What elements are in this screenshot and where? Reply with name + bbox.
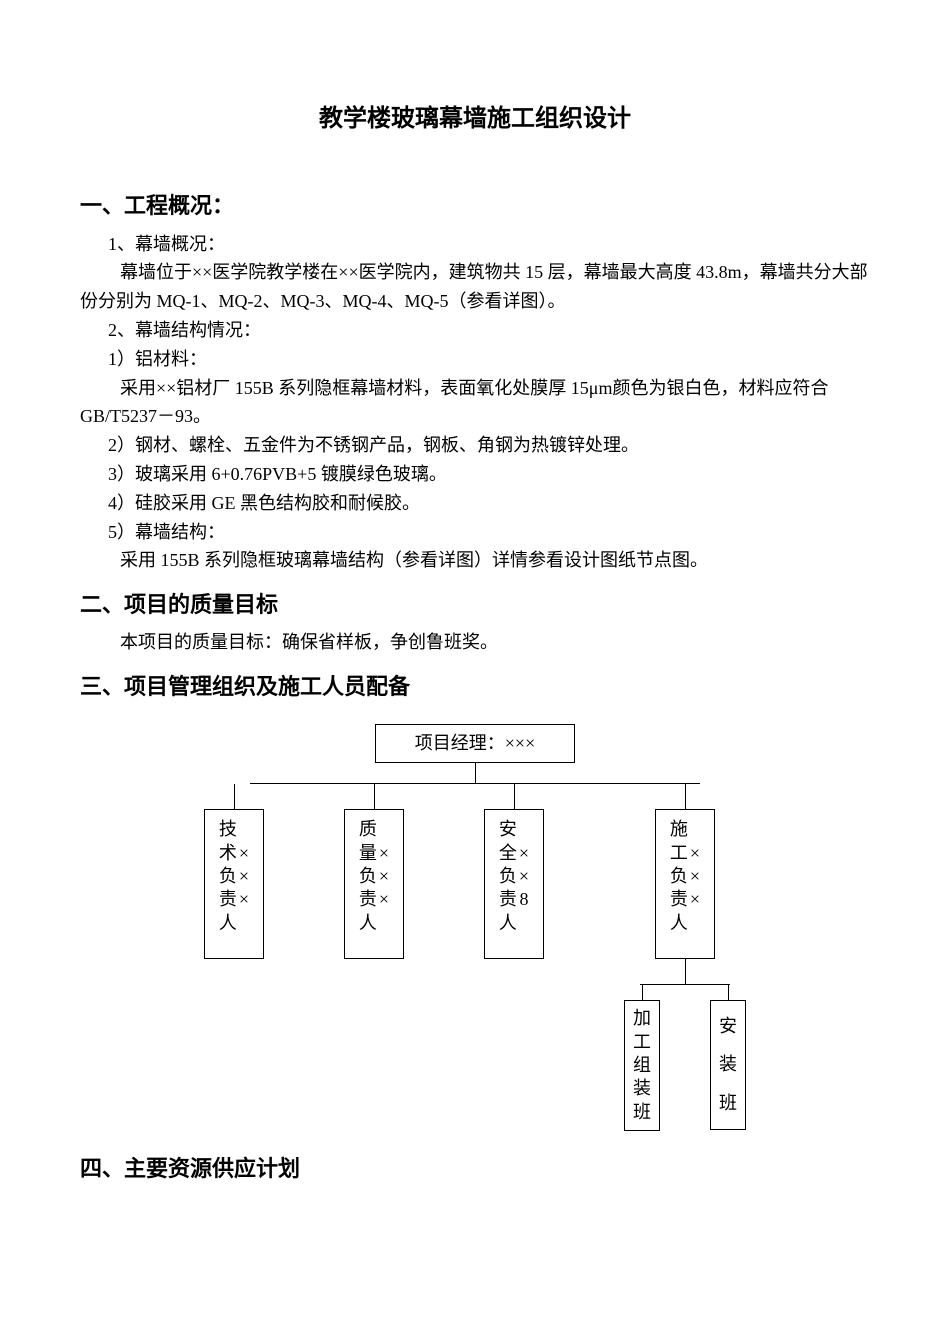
char: 全 [499,842,517,865]
char: 人 [219,912,237,935]
connector [514,784,515,809]
document-title: 教学楼玻璃幕墙施工组织设计 [80,100,870,138]
char [693,818,698,841]
project-manager-box: 项目经理：××× [375,724,575,763]
char: 班 [633,1101,651,1124]
section-1-item-2-label: 2、幕墙结构情况： [108,316,870,345]
processing-team-box: 加 工 组 装 班 [624,1000,660,1131]
level-2-row: 技 术 负 责 人 × × × [80,784,870,1131]
mark: × [379,842,389,865]
connector [728,985,729,1000]
connector [475,763,476,783]
mark: × [690,842,700,865]
char [382,912,387,935]
char: 施 [670,818,688,841]
mark: × [690,865,700,888]
section-1-item-2-5: 5）幕墙结构： [108,518,870,547]
char: 加 [633,1007,651,1030]
char [522,818,527,841]
mark: 8 [520,888,529,911]
char: 负 [670,865,688,888]
connector [685,784,686,809]
section-1-item-1-label: 1、幕墙概况： [108,230,870,259]
quality-lead-box: 质 量 负 责 人 × × × [344,809,404,959]
install-team-item: 安 装 班 [710,985,746,1131]
mark: × [690,888,700,911]
org-chart: 项目经理：××× 技 术 负 责 人 × × [80,724,870,1131]
construction-lead-box: 施 工 负 责 人 × × × [655,809,715,959]
char: 责 [359,888,377,911]
mark: × [239,888,249,911]
char: 工 [670,842,688,865]
section-4-heading: 四、主要资源供应计划 [80,1151,870,1186]
connector [685,959,686,984]
char: 人 [359,912,377,935]
section-1-heading: 一、工程概况： [80,188,870,223]
mark: × [379,865,389,888]
char: 术 [219,842,237,865]
section-1-item-2-5-text: 采用 155B 系列隐框玻璃幕墙结构（参看详图）详情参看设计图纸节点图。 [80,546,870,575]
section-3-heading: 三、项目管理组织及施工人员配备 [80,669,870,704]
char: 人 [670,912,688,935]
tech-lead-item: 技 术 负 责 人 × × × [204,784,264,1131]
processing-team-item: 加 工 组 装 班 [624,985,660,1131]
construction-lead-item: 施 工 负 责 人 × × × [624,784,746,1131]
char [382,818,387,841]
char: 责 [219,888,237,911]
char: 装 [633,1077,651,1100]
char: 安 [719,1015,737,1038]
safety-lead-box: 安 全 负 责 人 × × 8 [484,809,544,959]
char [522,912,527,935]
char: 人 [499,912,517,935]
char: 负 [499,865,517,888]
section-1-item-1-text: 幕墙位于××医学院教学楼在××医学院内，建筑物共 15 层，幕墙最大高度 43.… [80,258,870,316]
quality-lead-item: 质 量 负 责 人 × × × [344,784,404,1131]
safety-lead-item: 安 全 负 责 人 × × 8 [484,784,544,1131]
char: 组 [633,1054,651,1077]
char: 责 [499,888,517,911]
char: 工 [633,1031,651,1054]
connector [642,985,643,1000]
section-1-item-2-2: 2）钢材、螺栓、五金件为不锈钢产品，钢板、角钢为热镀锌处理。 [108,431,870,460]
char: 班 [719,1092,737,1115]
char [693,912,698,935]
char: 装 [719,1053,737,1076]
level-3-row: 加 工 组 装 班 安 装 班 [624,985,746,1131]
section-1-item-2-1-text: 采用××铝材厂 155B 系列隐框幕墙材料，表面氧化处膜厚 15μm颜色为银白色… [80,374,870,432]
char [242,912,247,935]
install-team-box: 安 装 班 [710,1000,746,1130]
char: 安 [499,818,517,841]
connector [374,784,375,809]
char: 量 [359,842,377,865]
mark: × [239,842,249,865]
section-2-heading: 二、项目的质量目标 [80,587,870,622]
section-1-item-2-3: 3）玻璃采用 6+0.76PVB+5 镀膜绿色玻璃。 [108,460,870,489]
char: 责 [670,888,688,911]
section-2-text: 本项目的质量目标：确保省样板，争创鲁班奖。 [80,628,870,657]
char: 技 [219,818,237,841]
char: 负 [219,865,237,888]
char: 质 [359,818,377,841]
mark: × [519,865,529,888]
mark: × [379,888,389,911]
char: 负 [359,865,377,888]
char [242,818,247,841]
mark: × [519,842,529,865]
section-1-item-2-1: 1）铝材料： [108,345,870,374]
mark: × [239,865,249,888]
section-1-item-2-4: 4）硅胶采用 GE 黑色结构胶和耐候胶。 [108,489,870,518]
connector [234,784,235,809]
tech-lead-box: 技 术 负 责 人 × × × [204,809,264,959]
